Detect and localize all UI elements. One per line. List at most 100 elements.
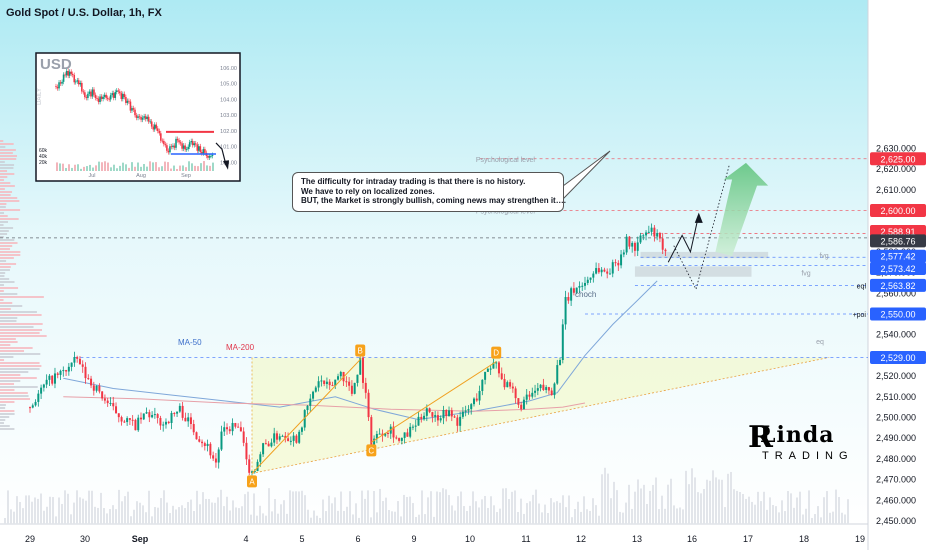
volume-profile-bar <box>0 215 8 217</box>
volume-bar <box>316 515 318 524</box>
candle-body <box>267 443 270 447</box>
inset-candle-body <box>59 82 62 84</box>
inset-candle-body <box>129 101 132 111</box>
candle-body <box>189 417 192 425</box>
inset-volume-bar <box>98 161 100 171</box>
volume-profile-bar <box>0 425 10 427</box>
candle-body <box>45 379 48 385</box>
inset-candle-body <box>172 145 174 148</box>
price-tag <box>870 152 926 166</box>
volume-bar <box>172 505 174 524</box>
inset-volume-bar <box>56 162 58 171</box>
volume-bar <box>385 497 387 524</box>
candle-body <box>323 380 326 384</box>
pattern-point-badge <box>355 344 366 357</box>
candle-body <box>520 404 523 410</box>
candle-body <box>295 435 298 443</box>
candle-body <box>486 368 489 372</box>
volume-bar <box>109 509 111 524</box>
volume-bar <box>367 490 369 524</box>
volume-bar <box>163 490 165 524</box>
inset-candle-body <box>137 116 139 118</box>
candle-body <box>511 386 514 389</box>
volume-bar <box>421 490 423 524</box>
candle-body <box>570 288 573 301</box>
candle-body <box>556 365 559 384</box>
inset-candle-body <box>76 80 79 82</box>
volume-bar <box>7 490 9 524</box>
volume-profile-bar <box>0 236 4 238</box>
volume-bar <box>781 500 783 524</box>
volume-bar <box>58 497 60 524</box>
volume-bar <box>388 510 390 524</box>
inset-volume-bar <box>83 166 85 171</box>
candle-body <box>40 387 43 394</box>
volume-bar <box>322 499 324 524</box>
volume-bar <box>13 511 15 524</box>
volume-profile-bar <box>0 197 18 199</box>
candle-body <box>606 271 609 274</box>
volume-bar <box>445 489 447 524</box>
candle-body <box>564 296 567 325</box>
volume-profile-bar <box>0 227 14 229</box>
candle-body <box>470 404 473 410</box>
candle-body <box>625 236 628 253</box>
candle-body <box>170 412 173 423</box>
volume-profile-bar <box>0 368 40 370</box>
volume-profile-bar <box>0 329 43 331</box>
inset-volume-bar <box>131 162 133 171</box>
volume-bar <box>442 488 444 524</box>
volume-bar <box>88 490 90 524</box>
inset-volume-bar <box>59 163 61 171</box>
candle-body <box>542 384 545 390</box>
candle-body <box>51 375 54 384</box>
volume-profile-bar <box>0 191 13 193</box>
volume-bar <box>40 493 42 524</box>
inset-vol-tick: 20k <box>39 160 48 166</box>
inset-candle-body <box>178 140 180 143</box>
pattern-leg-ab <box>251 359 361 474</box>
inset-candle-body <box>90 91 92 97</box>
inset-candle-body <box>94 94 97 99</box>
inset-y-tick: 105.00 <box>220 82 237 88</box>
volume-bar <box>535 489 537 524</box>
candle-body <box>59 370 62 375</box>
candle-body <box>445 410 448 417</box>
volume-bar <box>739 491 741 524</box>
volume-bar <box>232 500 234 524</box>
projection-arrowhead <box>694 212 703 223</box>
y-tick-label: 2,560.000 <box>876 288 916 298</box>
poi-label: +poi <box>853 312 867 319</box>
candle-body <box>481 379 484 391</box>
inset-volume-bar <box>110 167 112 171</box>
inset-candle-body <box>62 74 65 82</box>
inset-y-tick: 102.00 <box>220 129 237 135</box>
eq-label: eq <box>816 339 824 346</box>
candle-body <box>525 394 528 400</box>
volume-profile-bar <box>0 302 13 304</box>
volume-bar <box>253 493 255 524</box>
volume-bar <box>274 499 276 524</box>
volume-profile-bar <box>0 404 6 406</box>
y-tick-label: 2,460.000 <box>876 495 916 505</box>
candle-body <box>636 242 639 251</box>
candle-body <box>187 417 190 422</box>
inset-candle-body <box>71 73 74 75</box>
candle-body <box>461 411 464 417</box>
volume-bar <box>46 506 48 524</box>
candle-body <box>528 394 531 397</box>
candle-body <box>423 415 426 420</box>
volume-bar <box>505 488 507 524</box>
volume-bar <box>775 506 777 524</box>
inset-candle-body <box>164 144 167 146</box>
volume-profile-bar <box>0 251 21 253</box>
volume-profile-bar <box>0 386 38 388</box>
inset-candle-body <box>117 90 120 92</box>
volume-profile-bar <box>0 356 14 358</box>
volume-profile-bar <box>0 203 7 205</box>
volume-bar <box>523 513 525 524</box>
volume-bar <box>562 495 564 524</box>
price-tag <box>870 262 926 276</box>
volume-profile-bar <box>0 344 11 346</box>
